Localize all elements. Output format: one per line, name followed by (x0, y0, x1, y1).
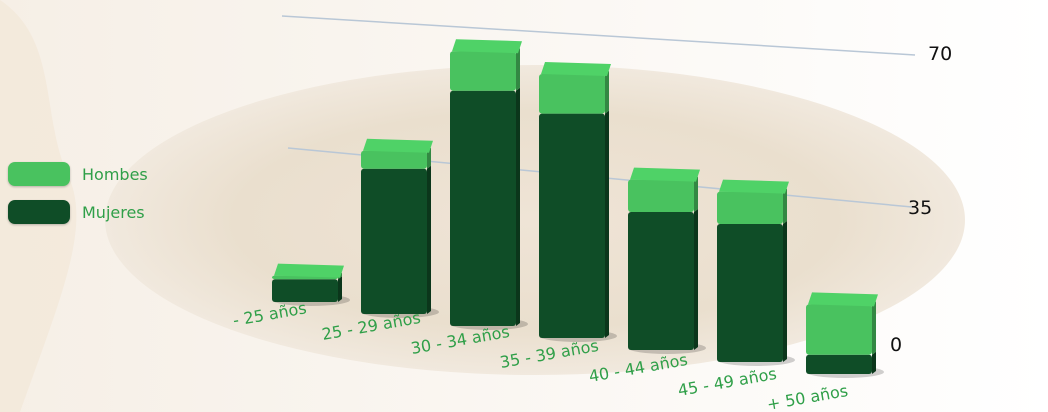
bar-mujeres (539, 110, 609, 338)
legend-label-hombres: Hombes (82, 164, 148, 184)
legend-item-hombres: Hombes (8, 162, 148, 186)
bar-top-cap (541, 62, 611, 76)
bar-top-cap (808, 292, 878, 307)
y-tick-35: 35 (908, 197, 932, 219)
bar-mujeres (806, 351, 876, 374)
legend-label-mujeres: Mujeres (82, 202, 145, 222)
bar-top-cap (274, 263, 344, 278)
bar-top-cap (452, 39, 522, 54)
legend: Hombes Mujeres (8, 162, 148, 224)
bar-top-cap (719, 179, 789, 194)
bar-mujeres (717, 221, 787, 362)
y-tick-0: 0 (890, 334, 902, 356)
bar-top-cap (363, 138, 433, 153)
bar-hombres (361, 147, 431, 169)
bar-top-cap (630, 167, 700, 182)
bar-hombres (628, 176, 698, 212)
legend-swatch-mujeres (8, 200, 70, 224)
bar-hombres (806, 301, 876, 355)
bars-layer (272, 39, 884, 378)
bar-mujeres (272, 276, 342, 302)
gridline-70 (281, 15, 916, 56)
bar-hombres (539, 71, 609, 114)
y-tick-70: 70 (928, 43, 952, 65)
bar-mujeres (450, 87, 520, 326)
legend-swatch-hombres (8, 162, 70, 186)
legend-item-mujeres: Mujeres (8, 200, 148, 224)
bar-hombres (450, 48, 520, 91)
bar-mujeres (628, 209, 698, 350)
bar-mujeres (361, 165, 431, 314)
bar-hombres (717, 188, 787, 224)
